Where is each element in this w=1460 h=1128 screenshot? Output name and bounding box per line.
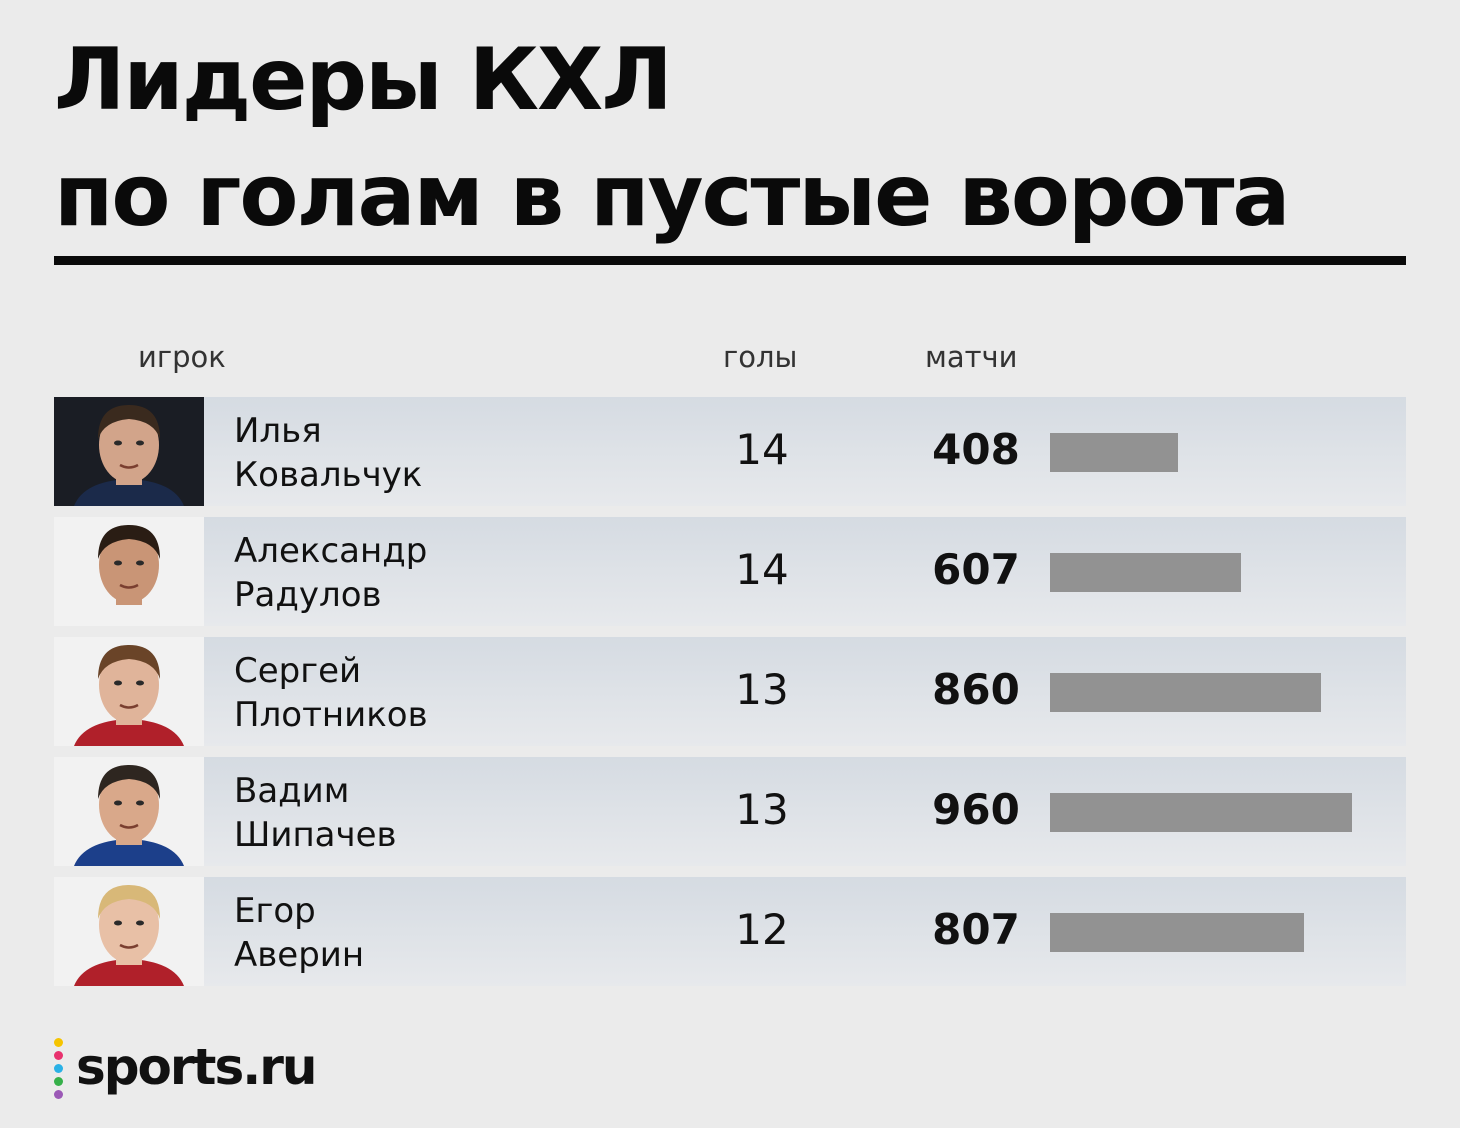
matches-value: 960 xyxy=(932,785,1020,834)
player-last-name: Плотников xyxy=(234,695,428,735)
player-last-name: Ковальчук xyxy=(234,455,423,495)
player-first-name: Егор xyxy=(234,891,316,931)
title-divider xyxy=(54,256,1406,265)
goals-value: 14 xyxy=(735,425,789,474)
logo-dot xyxy=(54,1051,63,1060)
player-photo-illustration xyxy=(54,517,204,626)
player-photo xyxy=(54,757,204,866)
player-name: Александр Радулов xyxy=(234,529,427,617)
player-first-name: Илья xyxy=(234,411,322,451)
matches-bar xyxy=(1050,673,1321,712)
player-last-name: Шипачев xyxy=(234,815,397,855)
goals-value: 14 xyxy=(735,545,789,594)
player-photo-illustration xyxy=(54,877,204,986)
matches-value: 408 xyxy=(932,425,1020,474)
goals-value: 13 xyxy=(735,665,789,714)
player-last-name: Аверин xyxy=(234,935,365,975)
player-name: Вадим Шипачев xyxy=(234,769,397,857)
matches-value: 860 xyxy=(932,665,1020,714)
table-row: Сергей Плотников 13 860 xyxy=(54,637,1406,746)
matches-value: 607 xyxy=(932,545,1020,594)
logo-dot xyxy=(54,1038,63,1047)
matches-bar xyxy=(1050,913,1304,952)
column-header-goals: голы xyxy=(723,340,798,374)
logo-dot xyxy=(54,1090,63,1099)
table-row: Александр Радулов 14 607 xyxy=(54,517,1406,626)
player-first-name: Александр xyxy=(234,531,428,571)
column-header-matches: матчи xyxy=(925,340,1018,374)
player-photo xyxy=(54,397,204,506)
player-name: Егор Аверин xyxy=(234,889,364,977)
matches-bar xyxy=(1050,793,1352,832)
logo-text: sports.ru xyxy=(76,1038,317,1096)
player-photo xyxy=(54,637,204,746)
goals-value: 13 xyxy=(735,785,789,834)
player-photo-illustration xyxy=(54,757,204,866)
leaderboard-table: Илья Ковальчук 14 408 Александр Радулов … xyxy=(54,397,1406,997)
player-name: Сергей Плотников xyxy=(234,649,428,737)
column-header-player: игрок xyxy=(138,340,226,374)
player-photo xyxy=(54,877,204,986)
matches-bar xyxy=(1050,433,1178,472)
player-first-name: Сергей xyxy=(234,651,362,691)
title-line-1: Лидеры КХЛ xyxy=(54,30,673,130)
player-last-name: Радулов xyxy=(234,575,382,615)
matches-bar xyxy=(1050,553,1241,592)
table-row: Вадим Шипачев 13 960 xyxy=(54,757,1406,866)
goals-value: 12 xyxy=(735,905,789,954)
table-row: Егор Аверин 12 807 xyxy=(54,877,1406,986)
logo-dot xyxy=(54,1064,63,1073)
chart-title: Лидеры КХЛ по голам в пустые ворота xyxy=(54,22,1290,254)
logo-dot xyxy=(54,1077,63,1086)
player-first-name: Вадим xyxy=(234,771,350,811)
player-photo-illustration xyxy=(54,637,204,746)
player-photo-illustration xyxy=(54,397,204,506)
table-row: Илья Ковальчук 14 408 xyxy=(54,397,1406,506)
logo-dots xyxy=(54,1038,66,1103)
matches-value: 807 xyxy=(932,905,1020,954)
title-line-2: по голам в пустые ворота xyxy=(54,146,1290,246)
player-photo xyxy=(54,517,204,626)
player-name: Илья Ковальчук xyxy=(234,409,422,497)
